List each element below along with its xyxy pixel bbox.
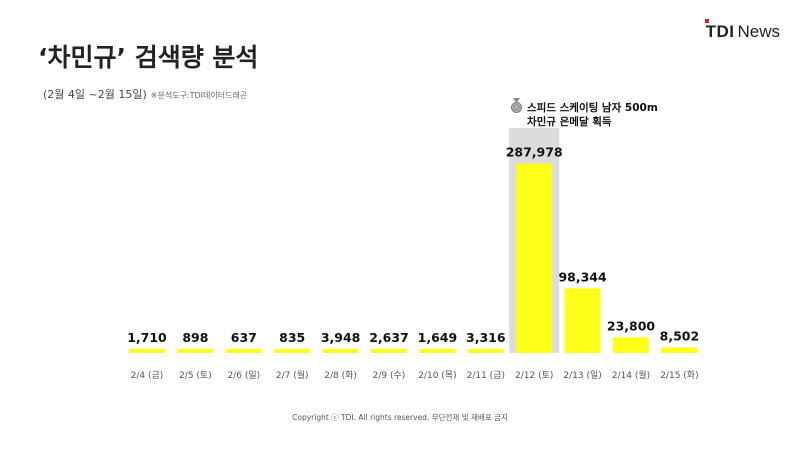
logo-news-text: News [737, 22, 780, 41]
x-tick-label: 2/15 (화) [660, 370, 698, 381]
bar-value-label: 1,649 [418, 330, 458, 345]
x-tick-label: 2/5 (토) [179, 371, 212, 381]
x-tick-label: 2/14 (월) [612, 369, 650, 381]
bar-value-label: 1,710 [127, 330, 167, 345]
medal-annotation: 스피드 스케이팅 남자 500m 차민규 은메달 획득 [510, 98, 658, 129]
tdi-news-logo: TDI News [704, 19, 780, 42]
x-tick-label: 2/10 (목) [418, 370, 456, 381]
bar-value-label: 287,978 [506, 145, 563, 160]
bar [322, 349, 359, 353]
bar [177, 349, 214, 353]
bar-value-label: 98,344 [558, 269, 607, 284]
bar [225, 349, 262, 353]
bar-value-label: 8,502 [660, 328, 700, 343]
bar-value-label: 2,637 [369, 330, 409, 345]
annotation-text-1: 스피드 스케이팅 남자 500m [527, 102, 658, 114]
x-tick-label: 2/9 (수) [373, 370, 406, 381]
bar-value-label: 23,800 [607, 318, 656, 333]
bar [613, 337, 649, 353]
x-tick-label: 2/11 (금) [467, 370, 505, 381]
silver-medal-icon [511, 98, 522, 113]
bar [129, 349, 165, 353]
bar [661, 347, 698, 353]
logo-tdi: TDI [704, 19, 735, 41]
logo-red-dot [704, 19, 709, 23]
chart-subtitle: (2월 4일 ~2월 15일) [43, 88, 147, 101]
x-tick-label: 2/6 (일) [227, 370, 260, 381]
bar-value-label: 3,948 [321, 330, 361, 345]
x-tick-label: 2/4 (금) [131, 370, 164, 381]
bar [516, 163, 553, 353]
source-note: ※분석도구:TDI데이터드래곤 [150, 91, 248, 100]
logo-tdi-text: TDI [705, 22, 735, 41]
bar-value-label: 637 [231, 330, 257, 345]
bar-value-label: 3,316 [466, 330, 506, 345]
copyright-notice: Copyright ⓒ TDI. All rights reserved. 무단… [292, 413, 508, 422]
bar [274, 349, 311, 353]
bar-value-label: 898 [182, 330, 208, 345]
bar [564, 288, 601, 353]
annotation-line-1: 스피드 스케이팅 남자 500m [510, 98, 658, 115]
bar [371, 349, 407, 353]
x-tick-label: 2/8 (화) [324, 370, 357, 381]
bar [467, 349, 504, 353]
bar-value-label: 835 [279, 330, 305, 345]
bar [419, 349, 456, 353]
subtitle-row: (2월 4일 ~2월 15일) ※분석도구:TDI데이터드래곤 [43, 83, 247, 102]
chart-title: ‘차민규’ 검색량 분석 [38, 43, 259, 72]
x-tick-label: 2/13 (일) [563, 370, 601, 381]
annotation-line-2: 차민규 은메달 획득 [527, 116, 612, 128]
x-tick-label: 2/7 (월) [276, 369, 309, 381]
x-tick-label: 2/12 (토) [515, 371, 553, 381]
